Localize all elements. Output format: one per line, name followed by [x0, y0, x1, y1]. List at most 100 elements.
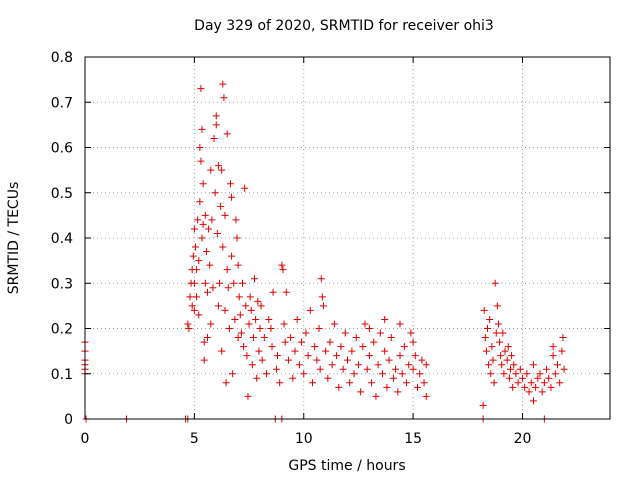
data-point: [189, 252, 197, 260]
y-tick-label: 0.5: [51, 186, 73, 202]
data-point: [496, 338, 504, 346]
data-point: [315, 325, 323, 332]
data-point: [226, 180, 234, 188]
data-point: [231, 315, 239, 323]
data-point: [324, 374, 332, 382]
x-tick-label: 15: [404, 431, 422, 447]
data-point: [298, 338, 306, 346]
data-point: [558, 347, 566, 355]
data-point: [309, 379, 316, 387]
data-point: [490, 379, 498, 387]
data-point: [211, 189, 219, 197]
data-point: [199, 180, 207, 188]
data-point: [534, 374, 542, 382]
data-point: [381, 315, 389, 323]
data-point: [322, 347, 330, 355]
data-point: [508, 352, 516, 360]
y-tick-label: 0.8: [51, 50, 73, 66]
data-point: [422, 361, 430, 369]
data-point: [387, 334, 395, 342]
data-point: [352, 334, 360, 342]
data-point: [198, 125, 206, 133]
data-point: [193, 266, 201, 274]
chart-title: Day 329 of 2020, SRMTID for receiver ohi…: [194, 18, 494, 34]
data-point: [281, 338, 289, 346]
y-tick-label: 0.3: [51, 276, 73, 292]
data-point: [201, 211, 209, 219]
data-point: [491, 279, 499, 287]
data-point: [223, 130, 231, 138]
data-point: [234, 261, 242, 269]
y-tick-label: 0.7: [51, 95, 73, 111]
data-point: [389, 374, 397, 382]
data-point: [337, 343, 345, 351]
data-point: [482, 347, 490, 355]
data-point: [532, 383, 540, 391]
data-point: [216, 279, 224, 287]
data-point: [486, 315, 494, 323]
data-point: [488, 343, 496, 351]
data-point: [209, 284, 217, 292]
data-point: [328, 361, 336, 369]
data-point: [403, 379, 411, 387]
data-point: [207, 166, 215, 174]
data-point: [489, 356, 497, 364]
data-point: [265, 315, 273, 323]
data-point: [348, 347, 356, 355]
data-point: [516, 365, 524, 373]
data-point: [400, 343, 408, 351]
data-point: [318, 293, 326, 301]
data-point: [291, 347, 299, 355]
data-point: [319, 302, 327, 310]
data-point: [510, 361, 518, 369]
data-point: [365, 352, 373, 360]
data-point: [422, 392, 430, 400]
data-point: [506, 365, 514, 373]
data-point: [255, 347, 263, 355]
data-point: [407, 329, 415, 337]
data-point: [267, 325, 275, 332]
data-point: [194, 216, 202, 224]
grid-lines: [85, 57, 610, 419]
data-point: [221, 306, 229, 314]
data-point: [258, 356, 266, 364]
data-point: [185, 325, 193, 332]
data-point: [186, 293, 194, 301]
data-point: [536, 370, 544, 378]
data-point: [229, 370, 237, 378]
x-tick-label: 5: [190, 431, 199, 447]
data-point: [287, 334, 295, 342]
y-axis-label: SRMTID / TECUs: [6, 182, 22, 295]
data-point: [372, 392, 380, 400]
data-point: [554, 361, 561, 369]
data-point: [274, 352, 281, 360]
data-point: [243, 352, 251, 360]
data-point: [289, 374, 297, 382]
data-point: [333, 352, 341, 360]
data-point: [359, 343, 367, 351]
data-point: [394, 388, 402, 396]
x-tick-label: 0: [81, 431, 90, 447]
data-point: [549, 352, 557, 360]
data-point: [354, 361, 362, 369]
data-point: [269, 288, 277, 296]
data-point: [268, 343, 276, 351]
data-point: [184, 320, 192, 328]
data-point: [235, 293, 243, 301]
data-point: [256, 325, 264, 332]
data-point: [497, 352, 505, 360]
data-point: [499, 329, 507, 337]
data-point: [193, 293, 201, 301]
data-point: [295, 361, 303, 369]
data-point: [350, 370, 358, 378]
data-point: [313, 356, 321, 364]
data-point: [191, 243, 199, 251]
data-point: [282, 288, 290, 296]
data-point: [218, 347, 226, 355]
data-point: [188, 302, 196, 310]
data-point: [253, 374, 261, 382]
data-point: [251, 275, 259, 283]
data-point: [190, 306, 198, 314]
data-point: [559, 334, 567, 342]
data-point: [370, 338, 378, 346]
